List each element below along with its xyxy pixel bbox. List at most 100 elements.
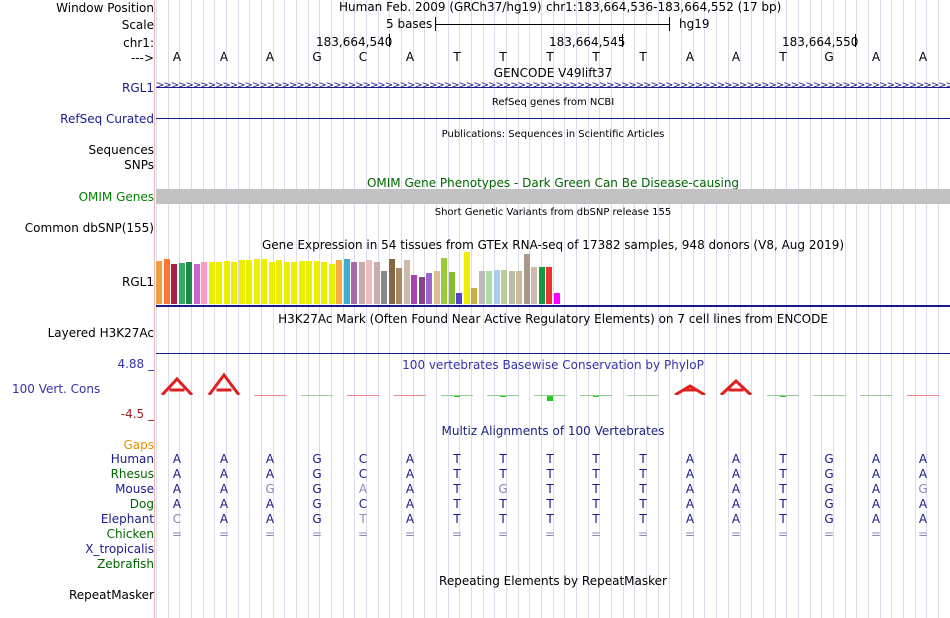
gtex-tissue-bar[interactable]: [253, 259, 260, 304]
gtex-tissue-bar[interactable]: [381, 271, 387, 304]
gtex-tissue-bar[interactable]: [246, 260, 252, 304]
phylop-plot[interactable]: [156, 372, 950, 408]
species-label[interactable]: Chicken: [106, 527, 154, 541]
gtex-tissue-bar[interactable]: [486, 271, 492, 304]
gtex-tissue-bar[interactable]: [283, 262, 290, 304]
phylop-track-label[interactable]: 100 Vert. Cons: [12, 382, 101, 396]
gtex-tissue-bar[interactable]: [373, 262, 380, 304]
gtex-tissue-bar[interactable]: [268, 262, 275, 304]
gtex-tissue-bar[interactable]: [336, 260, 342, 304]
gtex-tissue-bar[interactable]: [538, 267, 545, 304]
coord-1: 183,664,540: [316, 35, 393, 49]
gtex-tissue-bar[interactable]: [516, 271, 522, 304]
gtex-tissue-bar[interactable]: [493, 270, 500, 304]
gtex-tissue-bar[interactable]: [471, 288, 477, 304]
gtex-tissue-bar[interactable]: [223, 261, 230, 304]
refseq-track-label[interactable]: RefSeq Curated: [60, 112, 154, 126]
phylop-baseline-segment: [907, 395, 939, 396]
gtex-tissue-bar[interactable]: [463, 252, 470, 304]
gtex-tissue-bar[interactable]: [231, 262, 237, 304]
gtex-tissue-bar[interactable]: [366, 260, 372, 304]
rgl1-gene-model[interactable]: >>>>>>>>>>>>>>>>>>>>>>>>>>>>>>>>>>>>>>>>…: [156, 80, 950, 91]
gtex-tissue-bar[interactable]: [553, 293, 560, 304]
h3k27ac-track-label[interactable]: Layered H3K27Ac: [47, 326, 154, 340]
phylop-baseline-segment: [860, 395, 892, 396]
gtex-tissue-bar[interactable]: [523, 254, 530, 304]
gtex-tissue-bar[interactable]: [531, 267, 537, 304]
gtex-tissue-bar[interactable]: [351, 262, 357, 304]
base-letter: A: [918, 50, 928, 64]
gtex-tissue-bar[interactable]: [418, 277, 425, 304]
alignment-base: A: [265, 512, 275, 526]
window-position-label[interactable]: Window Position: [56, 1, 154, 15]
species-label[interactable]: Rhesus: [110, 467, 154, 481]
gtex-tissue-bar[interactable]: [208, 262, 215, 304]
coord-3-tick: [855, 34, 856, 47]
gtex-tissue-bar[interactable]: [216, 262, 222, 304]
h3k27ac-baseline: [156, 353, 950, 354]
publications-label-sequences[interactable]: Sequences: [88, 143, 154, 157]
gtex-tissue-bar[interactable]: [186, 262, 192, 304]
strand-label[interactable]: --->: [130, 51, 154, 65]
gtex-tissue-bar[interactable]: [501, 270, 507, 304]
gtex-tissue-bar[interactable]: [306, 261, 312, 304]
publications-label-snps[interactable]: SNPs: [124, 158, 154, 172]
gtex-tissue-bar[interactable]: [261, 259, 267, 304]
species-label[interactable]: Elephant: [100, 512, 154, 526]
phylop-baseline-segment: [767, 395, 799, 396]
gtex-tissue-bar[interactable]: [178, 263, 185, 304]
gtex-tissue-bar[interactable]: [448, 272, 455, 304]
refseq-gene-line[interactable]: [156, 118, 950, 119]
alignment-base: G: [824, 452, 834, 466]
gtex-tissue-bar[interactable]: [478, 271, 485, 304]
dbsnp-track-label[interactable]: Common dbSNP(155): [24, 221, 154, 235]
species-label[interactable]: Zebrafish: [97, 557, 154, 571]
gtex-tissue-bar[interactable]: [321, 262, 327, 304]
gtex-tissue-bar[interactable]: [358, 262, 365, 304]
gtex-bar-chart[interactable]: [156, 252, 560, 304]
gtex-tissue-bar[interactable]: [411, 275, 417, 304]
alignment-base: T: [779, 467, 787, 481]
alignment-base: T: [453, 467, 461, 481]
gencode-track-label[interactable]: RGL1: [122, 81, 154, 95]
gtex-track-label[interactable]: RGL1: [122, 275, 154, 289]
gtex-tissue-bar[interactable]: [163, 259, 170, 304]
omim-track-label[interactable]: OMIM Genes: [78, 190, 154, 204]
gtex-tissue-bar[interactable]: [313, 261, 320, 304]
chrom-label[interactable]: chr1:: [123, 36, 154, 50]
gtex-tissue-bar[interactable]: [396, 268, 402, 304]
gaps-label[interactable]: Gaps: [123, 438, 154, 452]
gtex-tissue-bar[interactable]: [403, 260, 410, 304]
gtex-tissue-bar[interactable]: [201, 262, 207, 304]
gtex-tissue-bar[interactable]: [441, 258, 447, 304]
gtex-tissue-bar[interactable]: [238, 260, 245, 304]
gtex-tissue-bar[interactable]: [426, 273, 432, 304]
base-letter: T: [639, 50, 647, 64]
gtex-tissue-bar[interactable]: [276, 260, 282, 304]
repeatmasker-track-label[interactable]: RepeatMasker: [68, 588, 154, 602]
phylop-conserved-mark: [780, 395, 786, 397]
gtex-tissue-bar[interactable]: [193, 264, 200, 304]
gtex-tissue-bar[interactable]: [433, 271, 440, 304]
gtex-tissue-bar[interactable]: [508, 271, 515, 304]
omim-gene-bar[interactable]: [156, 189, 950, 204]
base-letter: T: [453, 50, 461, 64]
phylop-min-label: -4.5 _: [120, 407, 154, 421]
species-label[interactable]: Human: [110, 452, 154, 466]
gtex-tissue-bar[interactable]: [171, 264, 177, 304]
gtex-tissue-bar[interactable]: [546, 267, 552, 304]
alignment-base: A: [219, 452, 229, 466]
gtex-tissue-bar[interactable]: [291, 262, 297, 304]
species-label[interactable]: X_tropicalis: [85, 542, 154, 556]
species-label[interactable]: Dog: [129, 497, 154, 511]
gtex-tissue-bar[interactable]: [328, 264, 335, 304]
gtex-tissue-bar[interactable]: [298, 261, 305, 304]
omim-track-title: OMIM Gene Phenotypes - Dark Green Can Be…: [366, 176, 740, 190]
gtex-tissue-bar[interactable]: [456, 293, 462, 304]
multiz-track-title: Multiz Alignments of 100 Vertebrates: [441, 424, 665, 438]
gtex-tissue-bar[interactable]: [156, 261, 162, 304]
gtex-tissue-bar[interactable]: [343, 259, 350, 304]
species-label[interactable]: Mouse: [115, 482, 154, 496]
scale-label[interactable]: Scale: [121, 18, 154, 32]
gtex-tissue-bar[interactable]: [388, 259, 395, 304]
